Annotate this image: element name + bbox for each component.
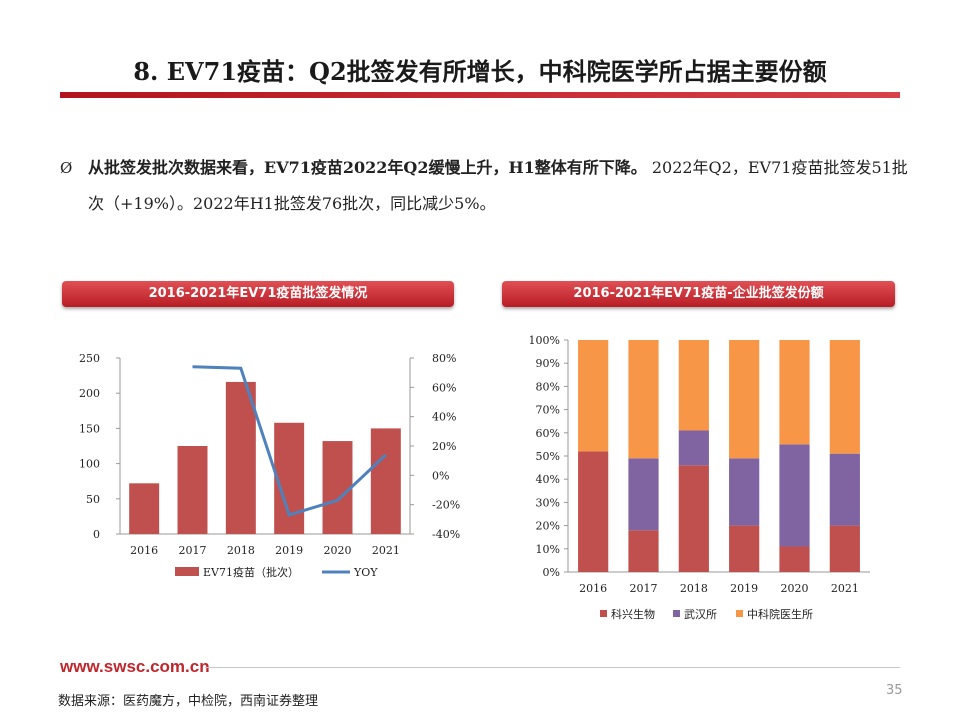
y-tick-label: 80% xyxy=(536,380,560,393)
stacked-bar-segment xyxy=(779,340,810,445)
x-tick-label: 2021 xyxy=(372,544,400,557)
stacked-bar-segment xyxy=(678,340,709,431)
bar xyxy=(322,441,353,534)
legend-label: YOY xyxy=(353,566,378,579)
left-chart-title: 2016-2021年EV71疫苗批签发情况 xyxy=(62,281,454,307)
stacked-bar-segment xyxy=(628,340,659,459)
right-y-tick-label: -40% xyxy=(432,528,460,541)
legend-swatch xyxy=(736,610,743,617)
right-chart-title: 2016-2021年EV71疫苗-企业批签发份额 xyxy=(502,281,895,307)
right-y-tick-label: 0% xyxy=(432,469,449,482)
legend-label: EV71疫苗（批次） xyxy=(203,565,299,579)
x-tick-label: 2020 xyxy=(324,544,352,557)
left-y-tick-label: 250 xyxy=(79,352,100,365)
x-tick-label: 2017 xyxy=(630,582,658,595)
stacked-bar-segment xyxy=(578,340,609,452)
x-tick-label: 2018 xyxy=(227,544,255,557)
legend-label: 武汉所 xyxy=(684,608,717,621)
data-source: 数据来源：医药魔方，中检院，西南证券整理 xyxy=(58,694,319,709)
page-number: 35 xyxy=(886,683,903,698)
stacked-bar-segment xyxy=(829,340,860,454)
bar xyxy=(129,483,160,534)
stacked-bar-segment xyxy=(578,451,609,572)
stacked-bar-segment xyxy=(829,453,860,526)
x-tick-label: 2018 xyxy=(680,582,708,595)
legend-label: 科兴生物 xyxy=(611,607,655,621)
left-y-tick-label: 150 xyxy=(79,422,100,435)
bullet-normal-text: 2022年Q2，EV71疫苗批签发51批次（+19%）。2022年H1批签发76… xyxy=(88,158,908,213)
x-tick-label: 2016 xyxy=(130,544,158,557)
legend-swatch-bar xyxy=(175,567,199,576)
left-y-tick-label: 200 xyxy=(79,387,100,400)
stacked-bar-segment xyxy=(779,444,810,547)
footer-url[interactable]: www.swsc.com.cn xyxy=(60,657,210,676)
stacked-bar-segment xyxy=(628,458,659,531)
y-tick-label: 30% xyxy=(536,496,560,509)
legend-swatch xyxy=(673,610,680,617)
x-tick-label: 2017 xyxy=(179,544,207,557)
bar xyxy=(225,381,256,534)
right-y-tick-label: 20% xyxy=(432,440,456,453)
right-y-tick-label: 80% xyxy=(432,352,456,365)
y-tick-label: 70% xyxy=(536,404,560,417)
y-tick-label: 60% xyxy=(536,427,560,440)
stacked-bar-segment xyxy=(729,525,760,572)
bullet-paragraph: Ø 从批签发批次数据来看，EV71疫苗2022年Q2缓慢上升，H1整体有所下降。… xyxy=(60,150,908,222)
x-tick-label: 2020 xyxy=(781,582,809,595)
legend-swatch xyxy=(600,610,607,617)
y-tick-label: 50% xyxy=(536,450,560,463)
left-y-tick-label: 0 xyxy=(93,528,100,541)
yoy-line xyxy=(192,365,387,517)
right-y-tick-label: -20% xyxy=(432,499,460,512)
bullet-bold-text: 从批签发批次数据来看，EV71疫苗2022年Q2缓慢上升，H1整体有所下降。 xyxy=(88,158,647,177)
footer-divider xyxy=(205,667,900,668)
stacked-bar-segment xyxy=(628,530,659,572)
y-tick-label: 10% xyxy=(536,543,560,556)
stacked-bar-segment xyxy=(729,340,760,459)
page-title: 8. EV71疫苗：Q2批签发有所增长，中科院医学所占据主要份额 xyxy=(133,57,827,86)
y-tick-label: 90% xyxy=(536,357,560,370)
left-y-tick-label: 100 xyxy=(79,458,100,471)
stacked-bar-segment xyxy=(829,525,860,572)
stacked-bar-segment xyxy=(729,458,760,526)
y-tick-label: 100% xyxy=(529,334,560,347)
stacked-bar-segment xyxy=(779,546,810,572)
bar xyxy=(370,428,401,534)
bar xyxy=(177,446,208,534)
stacked-bar-segment xyxy=(678,430,709,466)
y-tick-label: 40% xyxy=(536,473,560,486)
left-y-tick-label: 50 xyxy=(86,493,100,506)
right-y-tick-label: 40% xyxy=(432,411,456,424)
y-tick-label: 20% xyxy=(536,520,560,533)
bullet-arrow-icon: Ø xyxy=(60,159,73,177)
x-tick-label: 2021 xyxy=(831,582,859,595)
x-tick-label: 2019 xyxy=(275,544,303,557)
x-tick-label: 2019 xyxy=(730,582,758,595)
title-underline xyxy=(60,92,900,98)
x-tick-label: 2016 xyxy=(579,582,607,595)
right-y-tick-label: 60% xyxy=(432,381,456,394)
legend-label: 中科院医生所 xyxy=(747,607,813,621)
y-tick-label: 0% xyxy=(543,566,560,579)
stacked-bar-segment xyxy=(678,465,709,572)
right-chart: 0% 10% 20% 30% 40% 50% 60% 70% 80% 90% 100% 2016 201… xyxy=(529,334,870,621)
left-chart: 0 50 100 150 200 250 -40% -20% 0% 20% 40% 60% 80% 201… xyxy=(79,352,460,579)
